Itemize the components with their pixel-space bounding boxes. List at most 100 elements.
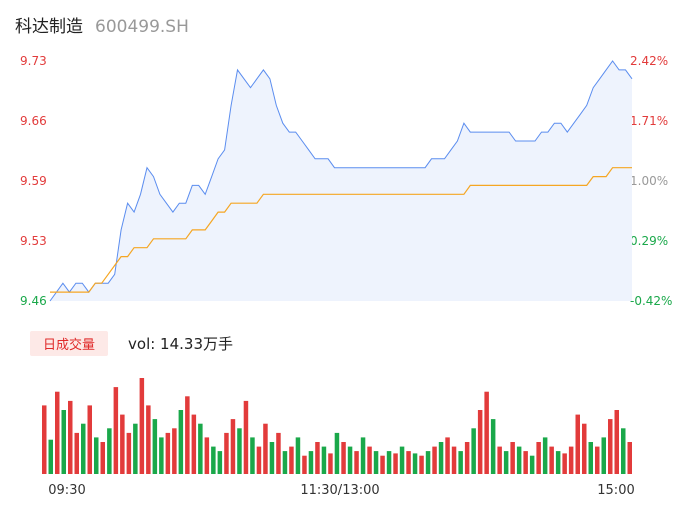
volume-bar bbox=[588, 442, 593, 474]
stock-title: 科达制造 600499.SH bbox=[15, 12, 189, 37]
volume-bar bbox=[224, 432, 229, 474]
volume-bar bbox=[139, 378, 145, 474]
volume-text: vol: 14.33万手 bbox=[128, 334, 234, 353]
stock-code: 600499.SH bbox=[95, 17, 189, 37]
volume-bar bbox=[542, 437, 548, 474]
volume-bar bbox=[289, 446, 294, 474]
volume-bar bbox=[412, 453, 418, 474]
volume-bar bbox=[601, 437, 606, 474]
volume-bar bbox=[432, 446, 437, 474]
volume-bar bbox=[582, 423, 587, 474]
volume-bar bbox=[367, 446, 372, 474]
volume-bar bbox=[555, 451, 561, 474]
volume-bar bbox=[107, 428, 112, 474]
volume-bar bbox=[48, 439, 53, 474]
volume-bar bbox=[523, 451, 528, 474]
volume-bar bbox=[191, 414, 197, 474]
y-tick-right: 1.71% bbox=[630, 114, 668, 128]
volume-bar bbox=[471, 428, 476, 474]
volume-bar bbox=[178, 410, 184, 474]
price-area bbox=[50, 61, 632, 301]
volume-bar bbox=[347, 446, 353, 474]
volume-bar bbox=[74, 432, 79, 474]
volume-bar bbox=[419, 455, 424, 474]
volume-bar bbox=[510, 442, 515, 474]
volume-bar bbox=[575, 414, 580, 474]
volume-bar bbox=[536, 442, 541, 474]
volume-bar bbox=[562, 453, 567, 474]
volume-header: 日成交量 vol: 14.33万手 bbox=[30, 330, 234, 356]
volume-bar bbox=[529, 455, 535, 474]
x-tick: 15:00 bbox=[597, 483, 634, 498]
volume-bar bbox=[263, 423, 268, 474]
volume-bar bbox=[133, 423, 138, 474]
volume-bar bbox=[360, 437, 366, 474]
volume-bar bbox=[55, 391, 60, 474]
volume-bar bbox=[152, 419, 158, 474]
volume-bar bbox=[484, 391, 489, 474]
volume-bar bbox=[61, 410, 66, 474]
volume-bar bbox=[217, 451, 223, 474]
avg-line bbox=[50, 167, 632, 293]
x-tick: 09:30 bbox=[48, 483, 85, 498]
volume-bar bbox=[113, 387, 119, 474]
volume-bar bbox=[621, 428, 626, 474]
stock-name: 科达制造 bbox=[15, 17, 83, 37]
volume-bar bbox=[464, 442, 470, 474]
volume-bar bbox=[438, 442, 444, 474]
volume-bar bbox=[595, 446, 600, 474]
volume-bar bbox=[100, 442, 105, 474]
volume-tab[interactable]: 日成交量 bbox=[30, 330, 109, 356]
volume-bar bbox=[373, 451, 379, 474]
volume-bar bbox=[42, 405, 47, 474]
volume-bar bbox=[276, 432, 281, 474]
y-tick-left: 9.66 bbox=[20, 114, 47, 128]
volume-bar bbox=[94, 437, 99, 474]
volume-bar bbox=[204, 437, 210, 474]
y-tick-left: 9.46 bbox=[20, 294, 47, 308]
y-tick-right: 1.00% bbox=[630, 174, 668, 188]
volume-bar bbox=[516, 446, 522, 474]
y-tick-right: 2.42% bbox=[630, 54, 668, 68]
volume-bar bbox=[211, 446, 216, 474]
volume-bar bbox=[315, 442, 320, 474]
y-tick-right: 0.29% bbox=[630, 234, 668, 248]
volume-bar bbox=[334, 432, 340, 474]
volume-bar bbox=[165, 432, 171, 474]
volume-bar bbox=[295, 437, 301, 474]
volume-bar bbox=[68, 400, 73, 474]
volume-bar bbox=[256, 446, 262, 474]
volume-bar bbox=[549, 446, 554, 474]
volume-bar bbox=[250, 437, 255, 474]
volume-bar bbox=[321, 446, 327, 474]
volume-bar bbox=[243, 400, 249, 474]
volume-bar bbox=[146, 405, 151, 474]
volume-bar bbox=[269, 442, 275, 474]
volume-bar bbox=[399, 446, 405, 474]
volume-bar bbox=[308, 451, 314, 474]
volume-bar bbox=[302, 455, 307, 474]
volume-bar bbox=[451, 446, 457, 474]
y-tick-right: -0.42% bbox=[630, 294, 672, 308]
volume-bar bbox=[406, 451, 411, 474]
volume-bar bbox=[497, 446, 502, 474]
y-tick-left: 9.73 bbox=[20, 54, 47, 68]
volume-bar bbox=[568, 446, 574, 474]
volume-bar bbox=[87, 405, 92, 474]
volume-bar bbox=[393, 453, 398, 474]
volume-bar bbox=[198, 423, 203, 474]
volume-bar bbox=[477, 410, 483, 474]
volume-bar bbox=[341, 442, 346, 474]
volume-bar bbox=[81, 423, 86, 474]
volume-bar bbox=[282, 451, 288, 474]
volume-bar bbox=[120, 414, 125, 474]
volume-bar bbox=[386, 451, 392, 474]
volume-bar bbox=[445, 437, 450, 474]
y-tick-left: 9.53 bbox=[20, 234, 47, 248]
volume-bar bbox=[425, 451, 431, 474]
volume-bar bbox=[490, 419, 496, 474]
volume-bar bbox=[159, 437, 164, 474]
y-tick-left: 9.59 bbox=[20, 174, 47, 188]
price-line bbox=[49, 60, 633, 302]
volume-bar bbox=[614, 410, 619, 474]
